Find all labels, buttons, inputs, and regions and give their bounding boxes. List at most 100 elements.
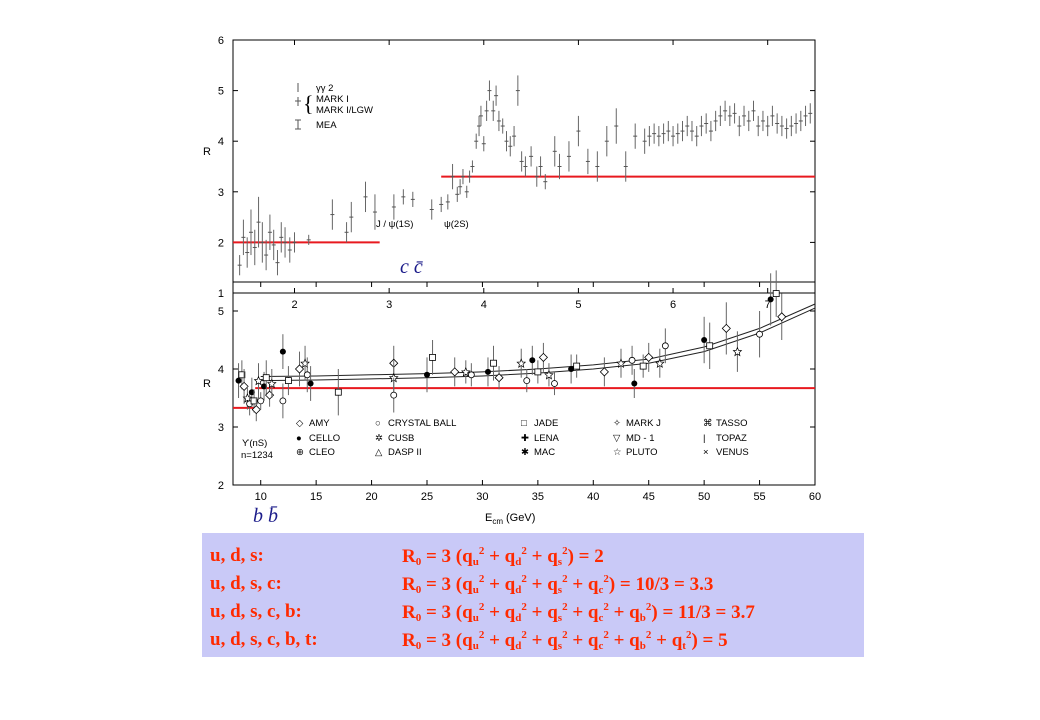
point-mark	[516, 358, 527, 368]
formula-sup: 2	[562, 629, 568, 641]
legend-label: CRYSTAL BALL	[388, 418, 456, 429]
legend-label: CUSB	[388, 433, 414, 444]
data-point	[523, 369, 531, 393]
point-mark	[239, 381, 249, 391]
point-mark	[538, 352, 548, 362]
legend-symbol: ◇	[296, 418, 304, 429]
formula-text: + q	[526, 630, 558, 651]
formula-text: R	[402, 602, 416, 623]
legend-label: VENUS	[716, 447, 749, 458]
data-point	[756, 311, 763, 358]
data-point	[256, 196, 261, 248]
y-axis-label-top: R	[203, 146, 211, 158]
formula-expression: R0 = 3 (qu2 + qd2 + qs2 + qc2 + qb2 + qt…	[402, 629, 728, 652]
legend-label-marki: MARK I	[316, 94, 349, 105]
legend-symbol: ○	[375, 418, 381, 429]
legend-entry: ⊕ CLEO	[296, 447, 335, 458]
data-point	[706, 322, 714, 369]
point-mark	[253, 375, 264, 386]
x-tick-label: 50	[698, 491, 710, 503]
data-point	[292, 232, 297, 253]
formula-text: + q	[526, 546, 558, 567]
formula-sup: 2	[685, 629, 692, 641]
formula-expression: R0 = 3 (qu2 + qd2 + qs2 + qc2) = 10/3 = …	[402, 573, 713, 596]
data-point	[694, 126, 699, 147]
point-mark	[294, 364, 305, 374]
formula-text: = 3 (q	[421, 630, 473, 651]
point-mark	[529, 357, 536, 364]
annotation-n1234: n=1234	[241, 450, 273, 461]
legend-entry: ● CELLO	[296, 433, 340, 444]
data-point	[253, 363, 264, 398]
data-points-bottom	[235, 270, 787, 422]
formula-sup: 2	[603, 629, 609, 641]
legend-label-gg2: γγ 2	[316, 83, 333, 94]
x-tick-label: 15	[310, 491, 322, 503]
data-point	[661, 123, 666, 144]
data-point	[685, 115, 690, 137]
point-mark	[279, 348, 286, 355]
point-mark	[767, 296, 774, 303]
data-point	[652, 123, 657, 144]
point-mark	[429, 353, 436, 361]
data-point	[779, 115, 784, 137]
y-tick-label: 5	[218, 86, 224, 98]
point-mark	[639, 362, 647, 370]
data-point	[551, 371, 558, 396]
flavor-label-bbbar: b b̄	[253, 505, 278, 527]
data-point	[604, 126, 609, 157]
x-tick-label: 6	[670, 299, 676, 311]
data-point	[496, 110, 501, 132]
axis-ticks-top: 2 3 4 5 6 7 1 2 3 4 5 6	[218, 35, 815, 311]
point-mark	[235, 377, 242, 384]
formula-sup: 2	[562, 545, 568, 557]
x-tick-label: 3	[386, 299, 392, 311]
data-point	[566, 141, 571, 172]
data-point	[713, 110, 718, 132]
x-axis-label-bottom: Ecm (GeV)	[485, 512, 535, 526]
x-tick-label: 45	[643, 491, 655, 503]
formula-text: + q	[608, 630, 640, 651]
data-point	[275, 249, 280, 276]
formula-label: u, d, s:	[210, 545, 264, 566]
data-point	[737, 115, 742, 137]
data-point	[777, 293, 787, 340]
point-mark	[628, 356, 636, 364]
x-tick-label: 2	[291, 299, 297, 311]
point-mark	[460, 367, 471, 377]
data-point	[723, 100, 728, 121]
data-point	[623, 151, 628, 182]
data-point	[285, 366, 292, 396]
legend-entry: △ DASP II	[375, 447, 422, 458]
point-mark	[248, 389, 255, 396]
data-point	[661, 328, 669, 364]
data-point	[494, 85, 499, 106]
data-point	[283, 227, 288, 258]
formula-sup: 2	[478, 573, 485, 585]
formula-sup: 2	[478, 545, 485, 557]
point-mark	[568, 366, 575, 372]
legend-symbol: ✱	[521, 447, 529, 458]
data-point	[307, 366, 314, 401]
legend-label: AMY	[309, 418, 330, 429]
data-point	[746, 110, 751, 132]
y-tick-label: 2	[218, 237, 224, 249]
data-point	[287, 237, 292, 263]
data-point	[633, 123, 638, 149]
data-point	[474, 133, 479, 149]
data-point	[708, 120, 713, 142]
plot-frame-top	[232, 39, 816, 294]
data-point	[349, 201, 354, 233]
data-point	[671, 126, 676, 147]
data-point	[344, 222, 349, 243]
point-mark	[732, 346, 743, 357]
data-point	[251, 398, 261, 422]
legend-entry: ☆ PLUTO	[613, 447, 658, 458]
legend-symbol: ⊕	[296, 447, 304, 458]
data-point	[334, 369, 342, 416]
data-point	[794, 113, 799, 134]
point-mark	[266, 378, 277, 389]
data-point	[460, 360, 471, 384]
x-axis-label-sub: cm	[492, 517, 503, 526]
